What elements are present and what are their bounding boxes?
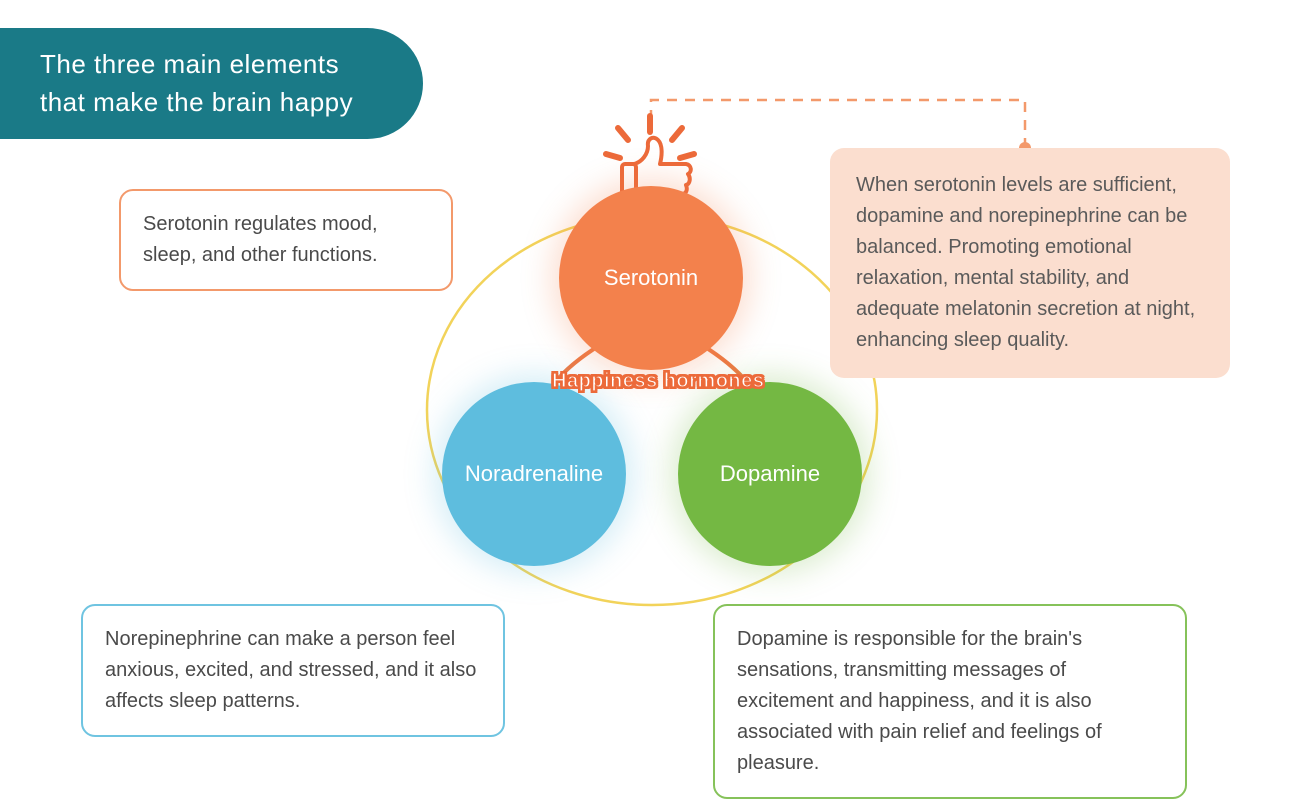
center-label-text: Happiness hormones bbox=[552, 370, 764, 392]
node-serotonin: Serotonin bbox=[559, 186, 743, 370]
noradrenaline-info-box: Norepinephrine can make a person feel an… bbox=[81, 604, 505, 737]
page-title: The three main elementsthat make the bra… bbox=[0, 28, 423, 139]
center-label: Happiness hormones bbox=[552, 370, 764, 393]
noradrenaline-info-text: Norepinephrine can make a person feel an… bbox=[105, 628, 476, 712]
serotonin-info-text: Serotonin regulates mood, sleep, and oth… bbox=[143, 213, 378, 266]
node-serotonin-label: Serotonin bbox=[604, 265, 698, 291]
balance-box-text: When serotonin levels are sufficient, do… bbox=[856, 174, 1195, 351]
node-dopamine: Dopamine bbox=[678, 382, 862, 566]
dopamine-info-box: Dopamine is responsible for the brain's … bbox=[713, 604, 1187, 799]
node-noradrenaline: Noradrenaline bbox=[442, 382, 626, 566]
dopamine-info-text: Dopamine is responsible for the brain's … bbox=[737, 628, 1102, 774]
node-noradrenaline-label: Noradrenaline bbox=[465, 461, 603, 487]
node-dopamine-label: Dopamine bbox=[720, 461, 820, 487]
dashed-connector bbox=[651, 100, 1025, 145]
balance-box: When serotonin levels are sufficient, do… bbox=[830, 148, 1230, 378]
title-text: The three main elementsthat make the bra… bbox=[40, 49, 353, 117]
serotonin-info-box: Serotonin regulates mood, sleep, and oth… bbox=[119, 189, 453, 291]
